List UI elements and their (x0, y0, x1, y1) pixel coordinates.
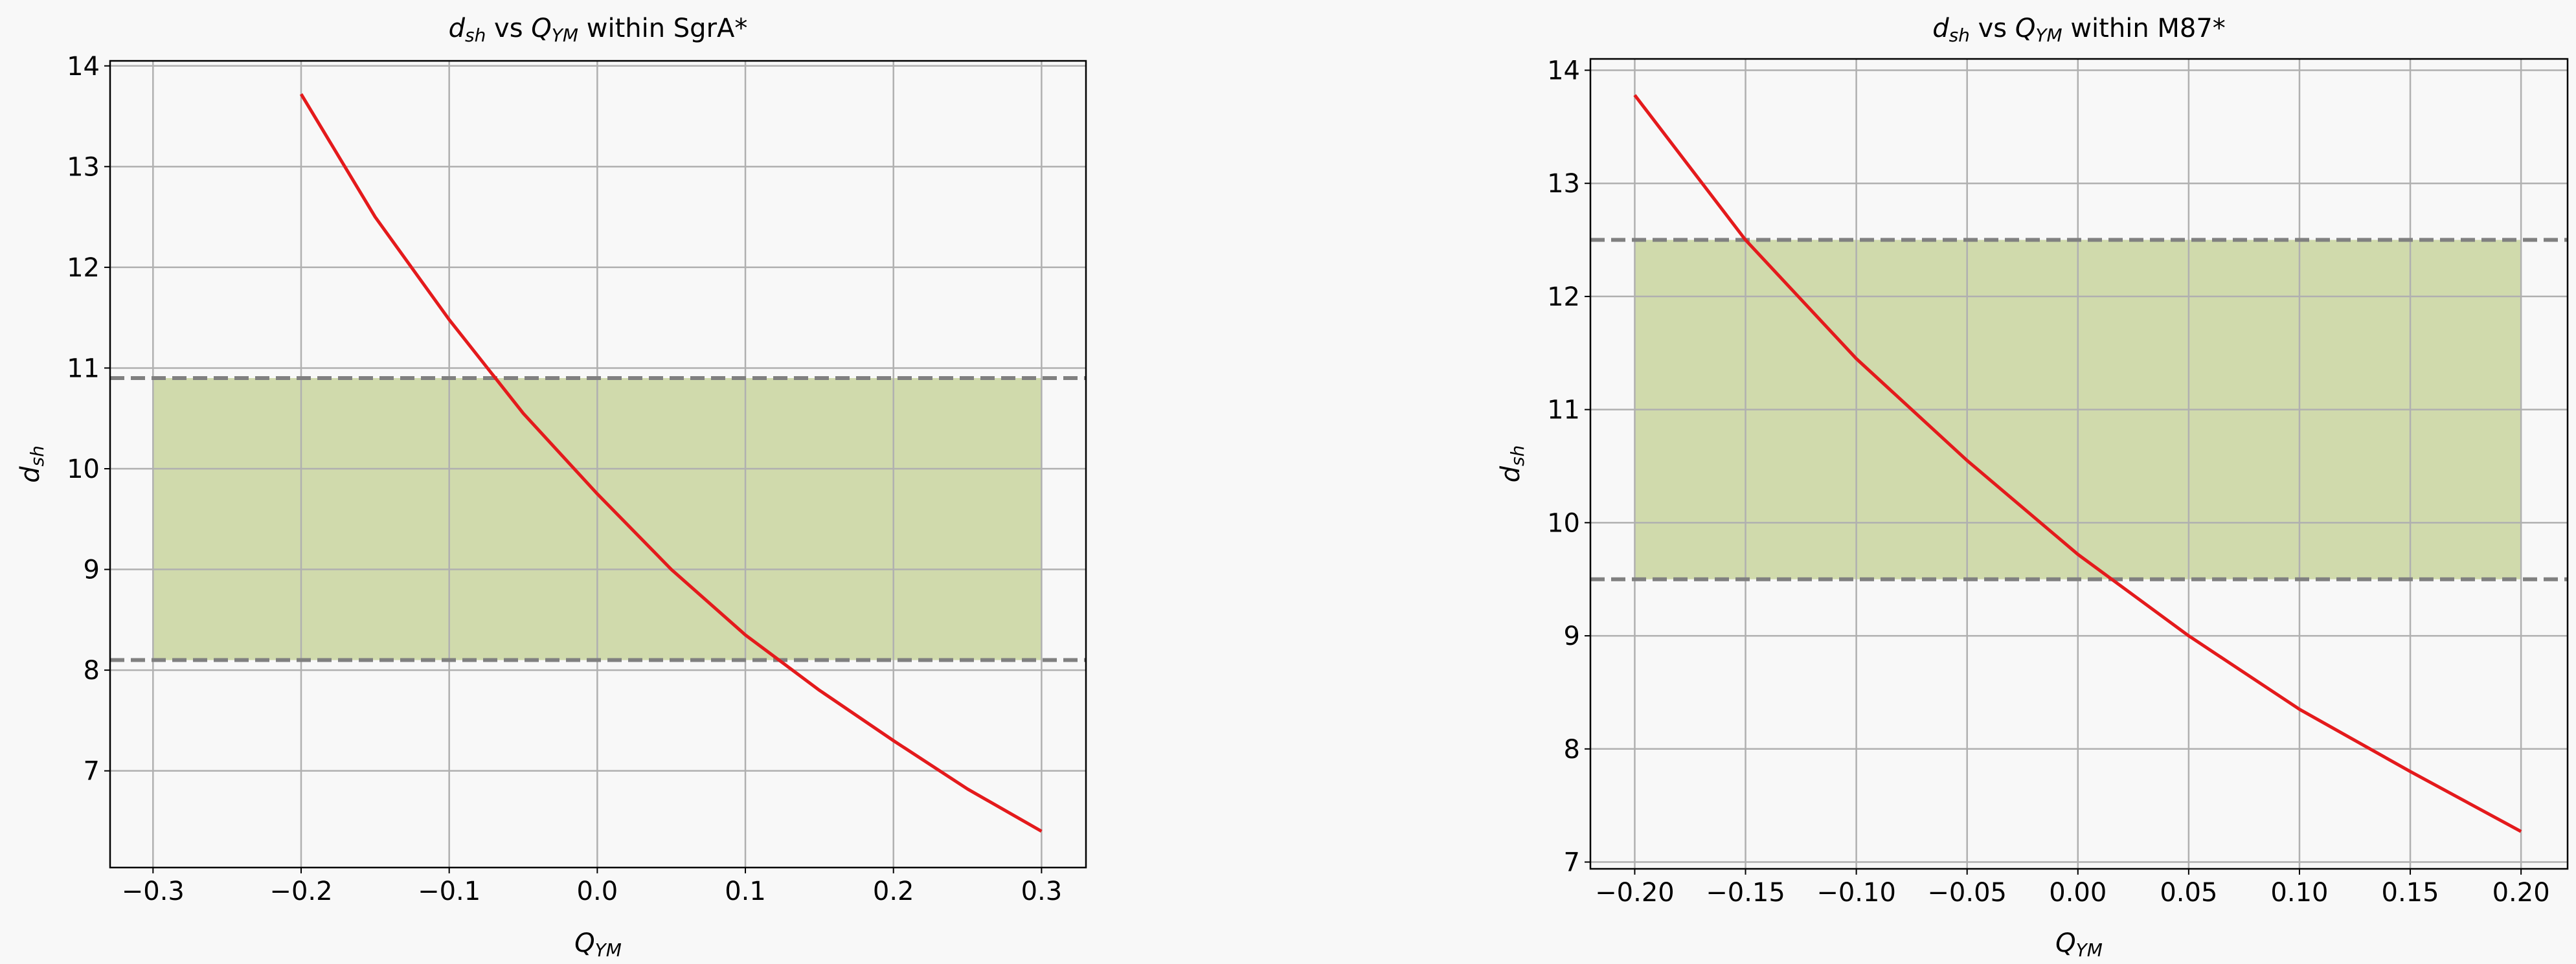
text-part: vs (486, 14, 531, 43)
text-part: YM (595, 939, 622, 961)
y-tick-label: 12 (67, 253, 100, 283)
x-tick-label: −0.15 (1706, 878, 1785, 908)
x-tick-label: −0.3 (122, 877, 185, 906)
text-part: within SgrA* (578, 14, 747, 43)
text-part: Q (2055, 928, 2075, 958)
y-tick-label: 8 (1564, 735, 1580, 765)
x-axis-label: QYM (574, 928, 622, 961)
x-tick-label: −0.10 (1816, 878, 1896, 908)
x-tick-label: 0.3 (1021, 877, 1063, 906)
text-part: Q (531, 14, 551, 43)
x-tick-label: 0.20 (2492, 878, 2550, 908)
y-tick-label: 9 (84, 555, 100, 585)
text-part: YM (2035, 25, 2062, 46)
x-tick-label: 0.10 (2270, 878, 2328, 908)
text-part: sh (1949, 25, 1970, 46)
text-part: sh (1507, 445, 1528, 466)
y-tick-label: 11 (67, 353, 100, 383)
text-part: d (1932, 14, 1949, 43)
x-tick-label: 0.15 (2382, 878, 2439, 908)
y-tick-label: 10 (1547, 508, 1580, 538)
y-tick-label: 14 (67, 52, 100, 82)
y-tick-label: 11 (1547, 396, 1580, 425)
text-part: d (16, 466, 45, 483)
text-part: Q (2015, 14, 2035, 43)
x-tick-label: −0.05 (1927, 878, 2007, 908)
plot-frame (109, 60, 1087, 869)
chart-title: dsh vs QYM within M87* (1932, 14, 2226, 46)
x-axis-label: QYM (2055, 928, 2103, 961)
y-axis-label: dsh (16, 445, 48, 483)
text-part: d (449, 14, 466, 43)
text-part: Q (574, 928, 594, 958)
chart-title: dsh vs QYM within SgrA* (449, 14, 748, 46)
data-line (1633, 94, 2522, 833)
y-tick-label: 7 (84, 757, 100, 787)
y-tick-label: 9 (1564, 622, 1580, 651)
y-axis-label: dsh (1496, 445, 1528, 483)
y-tick-label: 8 (84, 656, 100, 686)
text-part: d (1496, 465, 1526, 482)
x-tick-label: −0.2 (269, 877, 332, 906)
plot-frame (1589, 58, 2569, 870)
text-part: within M87* (2062, 14, 2226, 43)
y-tick-label: 10 (67, 454, 100, 484)
x-tick-label: 0.2 (873, 877, 914, 906)
y-tick-label: 12 (1547, 282, 1580, 312)
text-part: sh (465, 25, 486, 46)
y-tick-label: 14 (1547, 56, 1580, 85)
x-tick-label: 0.1 (725, 877, 766, 906)
text-part: YM (552, 25, 578, 46)
x-tick-label: −0.1 (418, 877, 480, 906)
text-part: vs (1970, 14, 2015, 43)
x-tick-label: −0.20 (1595, 878, 1675, 908)
y-tick-label: 7 (1564, 848, 1580, 878)
y-tick-label: 13 (67, 152, 100, 182)
x-tick-label: 0.0 (577, 877, 618, 906)
x-tick-label: 0.00 (2049, 878, 2107, 908)
y-tick-label: 13 (1547, 169, 1580, 199)
x-tick-label: 0.05 (2160, 878, 2217, 908)
text-part: sh (27, 445, 48, 466)
text-part: YM (2076, 939, 2103, 961)
data-line (299, 93, 1043, 833)
